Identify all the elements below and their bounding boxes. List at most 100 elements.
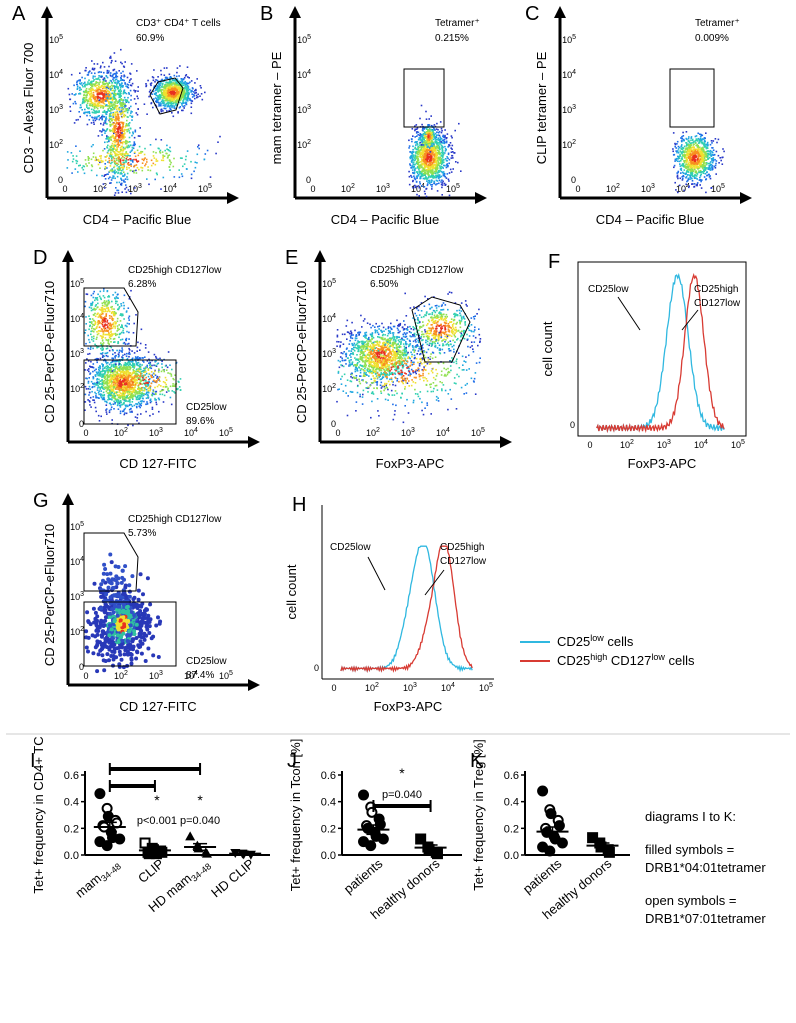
density-dot [198,147,200,150]
density-dot [196,96,198,99]
density-dot [129,73,132,75]
density-dot [171,87,173,90]
density-dot [173,88,175,91]
density-dot [426,133,429,136]
density-dot [429,176,432,178]
density-dot [680,160,682,162]
density-dot [92,119,95,121]
density-dot [435,141,438,144]
density-dot [689,152,692,155]
density-dot [103,71,105,74]
density-dot [694,165,696,168]
density-dot [722,156,724,159]
density-dot [445,166,448,169]
density-dot [108,103,111,105]
density-dot [194,97,196,100]
density-dot [101,105,103,107]
density-dot [106,146,108,148]
density-dot [177,111,179,113]
density-dot [113,166,115,169]
density-dot [106,82,109,85]
density-dot [429,151,432,153]
density-dot [76,88,79,90]
density-dot [79,150,81,152]
density-dot [186,150,189,152]
density-dot [423,174,425,176]
density-dot [169,146,171,149]
density-dot [450,171,453,173]
density-dot [127,144,130,147]
density-dot [118,166,120,168]
density-dot [426,148,428,151]
density-dot [118,126,120,128]
density-dot [432,142,435,145]
density-dot [698,159,701,161]
density-dot [119,92,122,95]
density-dot [705,191,707,194]
density-dot [427,166,429,169]
density-dot [708,168,711,171]
density-dot [165,96,167,99]
density-dot [435,174,437,177]
density-dot [91,67,94,70]
density-dot [200,87,202,89]
density-dot [423,148,426,151]
density-dot [450,135,453,137]
density-dot [87,90,90,93]
density-dot [109,121,111,124]
density-dot [106,105,109,107]
density-dot [441,161,443,164]
density-dot [122,110,124,113]
density-dot [161,94,164,97]
density-dot [429,164,432,167]
density-dot [437,128,439,131]
density-dot [437,170,440,172]
density-dot [114,192,117,194]
density-dot [79,106,81,109]
density-dot [431,164,434,166]
density-dot [429,169,432,172]
density-dot [686,150,689,152]
density-dot [707,153,710,156]
density-dot [141,169,144,172]
density-dot [424,172,426,175]
density-dot [704,172,707,175]
density-dot [141,167,144,169]
density-dot [127,109,129,112]
density-dot [112,150,114,153]
density-dot [178,86,180,88]
density-dot [191,96,194,98]
density-dot [107,72,110,74]
density-dot [104,163,106,165]
density-dot [147,169,149,171]
density-dot [419,170,422,173]
density-dot [431,148,434,150]
density-dot [675,147,677,149]
density-dot [111,99,114,102]
density-dot [112,131,114,133]
density-dot [120,84,122,86]
density-dot [679,150,681,152]
density-dot [120,137,122,139]
density-dot [81,109,83,111]
density-dot [109,110,111,112]
density-dot [689,169,691,171]
density-dot [720,159,722,162]
density-dot [441,152,444,155]
density-dot [678,157,680,160]
density-dot [182,84,185,86]
y-axis-arrow [289,6,301,18]
density-dot [204,153,207,155]
density-dot [107,100,109,102]
density-dot [705,153,707,155]
density-dot [135,169,137,172]
density-dot [686,138,688,141]
density-dot [99,91,102,93]
y-tick-label: 102 [297,139,311,150]
density-dot [435,160,438,162]
density-dot [426,165,429,168]
density-dot [155,100,157,103]
density-dot [419,134,421,137]
density-dot [690,174,693,176]
density-dot [122,70,124,73]
